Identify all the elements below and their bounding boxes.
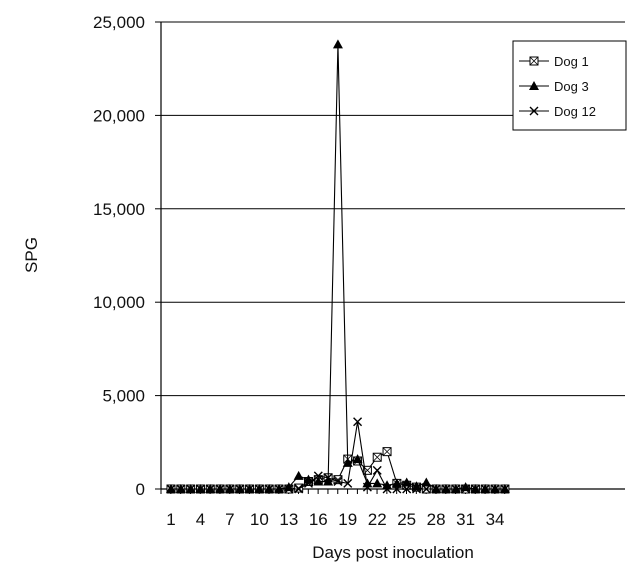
y-tick-label: 0 (136, 480, 145, 499)
x-tick-label: 13 (279, 510, 298, 529)
x-marker (166, 484, 176, 494)
x-tick-label: 16 (309, 510, 328, 529)
legend-item: Dog 1 (519, 54, 589, 69)
x-tick-label: 25 (397, 510, 416, 529)
x-marker (470, 484, 480, 494)
x-marker (412, 484, 421, 494)
x-marker (353, 417, 363, 427)
x-marker (323, 473, 333, 483)
marker-cross (372, 452, 382, 462)
x-marker (461, 484, 471, 494)
x-marker (500, 484, 510, 494)
x-axis-ticks: 1 4 7 10 13 16 19 22 25 28 31 34 (160, 489, 506, 529)
x-marker (421, 484, 431, 494)
x-marker (225, 484, 235, 494)
square-x-marker (382, 447, 392, 457)
y-tick-label: 10,000 (93, 293, 145, 312)
triangle-marker (332, 39, 343, 49)
triangle-marker (391, 478, 402, 488)
x-marker (215, 484, 225, 494)
x-tick-label: 22 (368, 510, 387, 529)
marker-cross (529, 56, 539, 66)
series-dog-3 (166, 39, 510, 493)
x-marker (254, 484, 264, 494)
x-tick-label: 28 (427, 510, 446, 529)
x-tick-label: 1 (166, 510, 175, 529)
x-marker (451, 484, 461, 494)
triangle-marker (293, 470, 304, 480)
triangle-marker (411, 481, 422, 491)
y-tick-label: 20,000 (93, 106, 145, 125)
x-marker (195, 484, 205, 494)
square-x-marker (372, 452, 382, 462)
legend-item: Dog 3 (519, 79, 589, 94)
series-dog-12 (166, 417, 510, 494)
x-tick-label: 34 (486, 510, 505, 529)
y-axis-label: SPG (22, 237, 41, 273)
triangle-marker (529, 81, 539, 90)
x-axis-label: Days post inoculation (312, 543, 474, 562)
x-marker (372, 465, 382, 475)
x-marker (343, 478, 353, 488)
y-tick-label: 15,000 (93, 200, 145, 219)
triangle-marker (421, 477, 432, 487)
legend-label: Dog 12 (554, 104, 596, 119)
x-marker (274, 484, 284, 494)
x-marker (303, 478, 313, 488)
triangle-marker (323, 476, 334, 486)
x-marker (362, 482, 372, 492)
x-marker (431, 484, 441, 494)
y-axis-ticks: 0 5,000 10,000 15,000 20,000 25,000 (93, 13, 161, 499)
x-tick-label: 31 (456, 510, 475, 529)
legend-item: Dog 12 (519, 104, 596, 119)
x-marker (382, 484, 392, 494)
x-marker (392, 484, 402, 494)
x-marker (480, 484, 490, 494)
x-tick-label: 19 (338, 510, 357, 529)
x-marker (235, 484, 245, 494)
marker-cross (382, 447, 392, 456)
x-tick-label: 10 (250, 510, 269, 529)
x-marker (245, 484, 255, 494)
triangle-marker (313, 476, 324, 486)
legend-label: Dog 1 (554, 54, 589, 69)
x-marker (205, 484, 215, 494)
y-tick-label: 25,000 (93, 13, 145, 32)
x-marker (490, 484, 500, 494)
legend: Dog 1 Dog 3 Dog 12 (512, 40, 627, 131)
x-marker (186, 484, 196, 494)
triangle-marker (372, 478, 383, 488)
legend-label: Dog 3 (554, 79, 589, 94)
x-marker (441, 484, 451, 494)
series-line (171, 44, 505, 490)
x-marker (402, 484, 412, 494)
square-x-marker (529, 56, 539, 66)
triangle-marker (401, 477, 412, 487)
x-marker (294, 484, 304, 494)
x-marker (284, 484, 294, 494)
x-marker (529, 106, 539, 116)
x-marker (176, 484, 186, 494)
y-tick-label: 5,000 (102, 387, 145, 406)
triangle-marker (352, 454, 363, 464)
x-tick-label: 7 (225, 510, 234, 529)
series-layer (166, 39, 510, 494)
x-marker (264, 484, 274, 494)
x-marker (333, 477, 343, 487)
x-tick-label: 4 (196, 510, 205, 529)
x-marker (313, 471, 323, 481)
